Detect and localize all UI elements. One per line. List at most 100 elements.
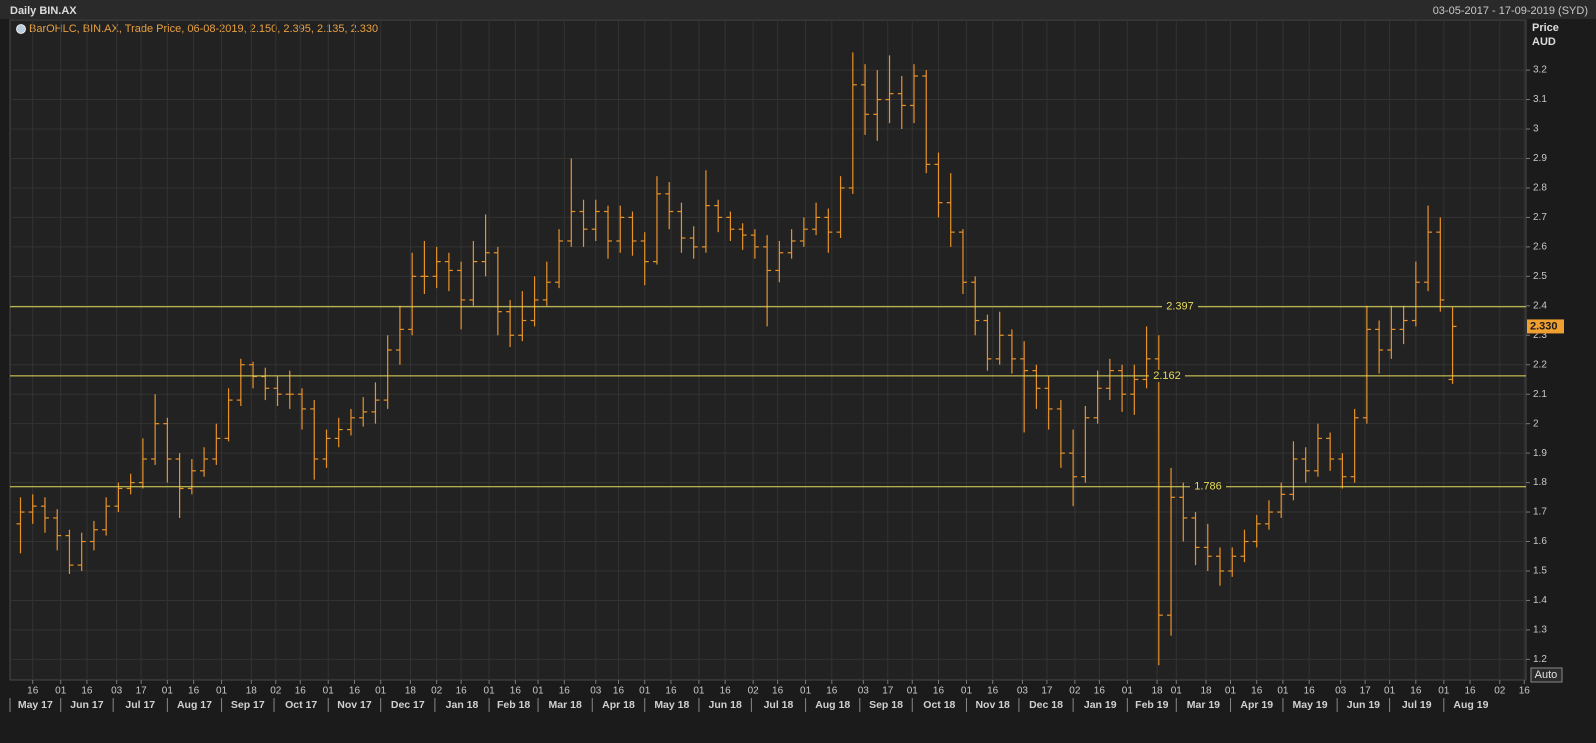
month-label: Jan 19 [1084, 699, 1117, 711]
x-tick-label: 16 [987, 686, 999, 697]
x-tick-label: 01 [961, 686, 973, 697]
y-tick-label: 2.3 [1533, 330, 1547, 341]
x-tick-label: 18 [246, 686, 258, 697]
y-tick-label: 1.3 [1533, 625, 1547, 636]
y-tick-label: 1.4 [1533, 595, 1547, 606]
x-tick-label: 03 [590, 686, 602, 697]
x-tick-label: 01 [1225, 686, 1237, 697]
x-tick-label: 01 [216, 686, 228, 697]
horizontal-line-label-bg [1149, 369, 1185, 382]
month-label: Oct 17 [285, 699, 317, 711]
x-tick-label: 16 [81, 686, 93, 697]
month-label: Jun 18 [709, 699, 742, 711]
y-axis-unit: AUD [1532, 36, 1556, 48]
x-tick-label: 03 [1335, 686, 1347, 697]
month-label: Aug 19 [1453, 699, 1488, 711]
legend: BarOHLC, BIN.AX, Trade Price, 06-08-2019… [29, 23, 378, 35]
x-tick-label: 02 [1494, 686, 1506, 697]
y-tick-label: 2.1 [1533, 389, 1547, 400]
y-tick-label: 3 [1533, 124, 1539, 135]
x-tick-label: 01 [1384, 686, 1396, 697]
x-tick-label: 16 [1251, 686, 1263, 697]
horizontal-line-label: 1.786 [1194, 481, 1222, 493]
y-tick-label: 2.5 [1533, 271, 1547, 282]
y-axis-label: Price [1532, 22, 1559, 34]
x-tick-label: 03 [1017, 686, 1029, 697]
month-label: Nov 17 [337, 699, 372, 711]
x-tick-label: 01 [1438, 686, 1450, 697]
month-label: Jun 17 [70, 699, 103, 711]
month-label: Oct 18 [923, 699, 955, 711]
x-tick-label: 16 [1464, 686, 1476, 697]
y-tick-label: 2.2 [1533, 359, 1547, 370]
month-label: Jan 18 [446, 699, 479, 711]
x-tick-label: 01 [55, 686, 67, 697]
x-tick-label: 18 [1200, 686, 1212, 697]
legend-icon [16, 24, 26, 34]
month-label: Apr 19 [1240, 699, 1273, 711]
x-tick-label: 01 [800, 686, 812, 697]
chart-title: Daily BIN.AX [10, 5, 77, 17]
x-tick-label: 17 [1360, 686, 1372, 697]
y-tick-label: 2.4 [1533, 300, 1547, 311]
y-tick-label: 3.2 [1533, 65, 1547, 76]
x-tick-label: 16 [1094, 686, 1106, 697]
overlays: 2.397 2.162 1.786 2.330 [10, 301, 1564, 493]
x-tick-label: 01 [484, 686, 496, 697]
y-tick-label: 2.6 [1533, 242, 1547, 253]
x-tick-label: 16 [27, 686, 39, 697]
month-label: May 19 [1293, 699, 1328, 711]
x-tick-label: 18 [1151, 686, 1163, 697]
x-tick-label: 02 [270, 686, 282, 697]
y-tick-label: 2.8 [1533, 183, 1547, 194]
x-tick-label: 16 [295, 686, 307, 697]
x-tick-label: 16 [1410, 686, 1422, 697]
x-tick-label: 16 [720, 686, 732, 697]
horizontal-line-label: 2.397 [1166, 301, 1194, 313]
x-tick-label: 02 [748, 686, 760, 697]
month-label: Aug 17 [177, 699, 212, 711]
x-tick-label: 18 [405, 686, 417, 697]
month-label: Sep 17 [231, 699, 265, 711]
bars [16, 52, 1457, 666]
x-tick-label: 17 [136, 686, 148, 697]
x-tick-label: 16 [349, 686, 361, 697]
x-tick-label: 16 [510, 686, 522, 697]
y-tick-label: 2 [1533, 418, 1539, 429]
month-label: Feb 19 [1135, 699, 1168, 711]
y-tick-label: 1.6 [1533, 536, 1547, 547]
month-label: May 18 [654, 699, 689, 711]
x-tick-label: 17 [1041, 686, 1053, 697]
y-tick-label: 1.8 [1533, 477, 1547, 488]
month-label: Apr 18 [602, 699, 635, 711]
horizontal-line-label-bg [1162, 300, 1198, 313]
auto-button-label[interactable]: Auto [1535, 669, 1558, 681]
month-label: May 17 [18, 699, 53, 711]
auto-button[interactable] [1530, 667, 1563, 683]
month-label: Jul 17 [125, 699, 155, 711]
x-tick-label: 16 [665, 686, 677, 697]
month-label: Dec 17 [391, 699, 425, 711]
y-tick-label: 1.7 [1533, 507, 1547, 518]
x-tick-label: 01 [323, 686, 335, 697]
y-tick-label: 1.2 [1533, 654, 1547, 665]
x-tick-label: 01 [1122, 686, 1134, 697]
x-tick-label: 16 [1304, 686, 1316, 697]
x-tick-label: 02 [1069, 686, 1081, 697]
horizontal-line-label: 2.162 [1153, 370, 1181, 382]
x-tick-label: 03 [111, 686, 123, 697]
month-label: Feb 18 [497, 699, 530, 711]
x-tick-label: 16 [613, 686, 625, 697]
chart-subtitle: 03-05-2017 - 17-09-2019 (SYD) [1433, 5, 1588, 17]
header-bar [0, 0, 1596, 19]
month-label: Mar 18 [549, 699, 582, 711]
y-tick-label: 1.5 [1533, 566, 1547, 577]
x-tick-label: 01 [375, 686, 387, 697]
month-label: Aug 18 [815, 699, 850, 711]
x-tick-label: 01 [533, 686, 545, 697]
last-price-label: 2.330 [1530, 320, 1558, 332]
month-label: Dec 18 [1029, 699, 1063, 711]
x-tick-label: 16 [456, 686, 468, 697]
